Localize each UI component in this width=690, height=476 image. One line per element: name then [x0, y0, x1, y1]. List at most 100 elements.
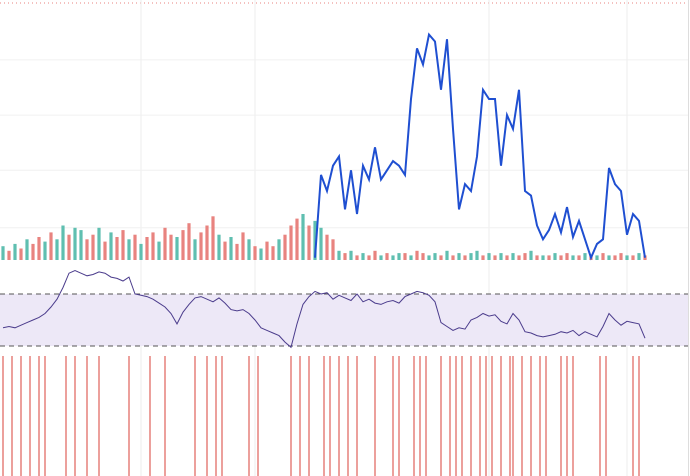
price-line [314, 32, 646, 261]
volume-bar [85, 239, 89, 260]
volume-bar [397, 253, 401, 260]
volume-bar [577, 255, 581, 260]
volume-bar [481, 255, 485, 260]
volume-bar [151, 232, 155, 260]
volume-bar [529, 250, 533, 260]
volume-bar [247, 239, 251, 260]
volume-bar [7, 250, 11, 260]
volume-bar [13, 243, 17, 260]
volume-bar [379, 255, 383, 260]
volume-bar [487, 253, 491, 260]
volume-bar [325, 234, 329, 260]
volume-bar [175, 237, 179, 260]
volume-bar [499, 253, 503, 260]
volume-bar [205, 225, 209, 260]
volume-bar [415, 250, 419, 260]
volume-bar [583, 253, 587, 260]
volume-bar [157, 241, 161, 260]
volume-bar [97, 227, 101, 260]
rsi-line [2, 270, 646, 349]
volume-bar [565, 253, 569, 260]
volume-bar [127, 239, 131, 260]
volume-bar [307, 225, 311, 260]
volume-bar [121, 230, 125, 260]
volume-bar [301, 214, 305, 260]
volume-bar [433, 253, 437, 260]
volume-bar [37, 237, 41, 260]
volume-bar [103, 241, 107, 260]
volume-bar [73, 227, 77, 260]
volume-bar [343, 253, 347, 260]
volume-bar [367, 255, 371, 260]
volume-bar [337, 250, 341, 260]
volume-bar [55, 239, 59, 260]
rsi-band [0, 294, 688, 346]
volume-bar [199, 232, 203, 260]
volume-bar [211, 216, 215, 260]
volume-bar [355, 255, 359, 260]
volume-bar [235, 243, 239, 260]
volume-bar [637, 253, 641, 260]
volume-bar [67, 234, 71, 260]
volume-bar [553, 253, 557, 260]
volume-bar [625, 255, 629, 260]
volume-bar [595, 255, 599, 260]
rsi-pane [2, 270, 646, 349]
volume-bar [1, 246, 5, 260]
volume-bar [145, 237, 149, 260]
volume-bar [403, 253, 407, 260]
volume-bar [457, 253, 461, 260]
volume-bar [613, 255, 617, 260]
volume-bar [421, 253, 425, 260]
volume-bar [547, 255, 551, 260]
volume-bar [541, 255, 545, 260]
volume-bar [139, 243, 143, 260]
volume-bar [469, 253, 473, 260]
volume-bar [391, 255, 395, 260]
volume-bar [223, 241, 227, 260]
volume-bar [91, 234, 95, 260]
volume-bar [115, 237, 119, 260]
volume-bar [427, 255, 431, 260]
volume-bar [523, 253, 527, 260]
volume-bar [259, 248, 263, 260]
volume-bar [61, 225, 65, 260]
volume-bar [361, 253, 365, 260]
volume-bar [241, 232, 245, 260]
volume-bar [559, 255, 563, 260]
volume-bar [607, 255, 611, 260]
volume-bar [217, 234, 221, 260]
volume-bar [571, 255, 575, 260]
volume-bar [631, 255, 635, 260]
volume-bar [313, 220, 317, 260]
volume-bar [505, 255, 509, 260]
volume-bar [133, 234, 137, 260]
volume-bar [295, 218, 299, 260]
volume-bar [385, 253, 389, 260]
volume-bar [451, 255, 455, 260]
volume-bar [181, 230, 185, 260]
volume-bar [475, 250, 479, 260]
volume-bar [349, 250, 353, 260]
volume-bar [79, 230, 83, 260]
volume-bar [445, 250, 449, 260]
volume-bar [163, 227, 167, 260]
volume-bar [409, 255, 413, 260]
volume-bar [319, 227, 323, 260]
volume-bar [229, 237, 233, 260]
volume-bar [19, 248, 23, 260]
volume-bar [601, 253, 605, 260]
volume-bar [271, 246, 275, 260]
volume-bar [169, 234, 173, 260]
volume-bar [331, 239, 335, 260]
volume-bar [253, 246, 257, 260]
volume-bar [31, 243, 35, 260]
volume-bar [193, 239, 197, 260]
volume-bar [619, 253, 623, 260]
volume-bar [535, 255, 539, 260]
volume-bar [25, 239, 29, 260]
volume-bar [511, 253, 515, 260]
volume-bar [289, 225, 293, 260]
volume-bar [109, 232, 113, 260]
